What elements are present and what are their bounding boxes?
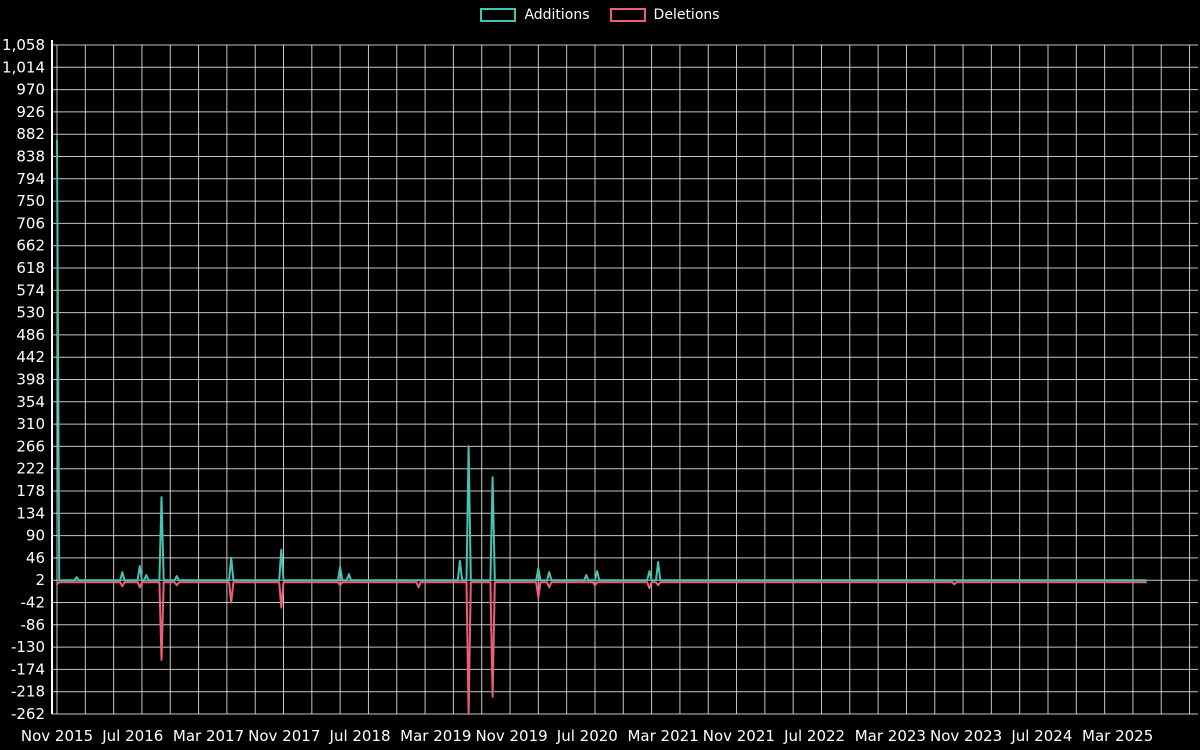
x-tick-label: Nov 2021 [703, 727, 775, 745]
legend-item-deletions[interactable]: Deletions [609, 7, 720, 23]
series-line-additions [56, 139, 1147, 582]
x-tick-label: Jul 2018 [329, 727, 391, 745]
x-tick-label: Nov 2015 [21, 727, 93, 745]
x-tick-label: Mar 2025 [1082, 727, 1153, 745]
y-tick-label: 134 [16, 504, 45, 522]
y-tick-label: 266 [16, 437, 45, 455]
legend-label: Deletions [653, 7, 720, 23]
x-tick-label: Mar 2017 [173, 727, 244, 745]
y-tick-label: 574 [16, 281, 45, 299]
series-line-deletions [56, 581, 1147, 715]
y-tick-label: 662 [16, 237, 45, 255]
legend-label: Additions [524, 7, 590, 23]
gridlines [52, 44, 1198, 715]
x-tick-label: Jul 2020 [556, 727, 618, 745]
y-tick-label: 178 [16, 482, 45, 500]
y-tick-label: -130 [11, 638, 45, 656]
chart-legend: Additions Deletions [0, 7, 1200, 23]
y-tick-label: -262 [11, 705, 45, 723]
y-tick-label: 222 [16, 460, 45, 478]
x-tick-label: Nov 2023 [930, 727, 1002, 745]
y-tick-label: 882 [16, 125, 45, 143]
y-tick-label: 706 [16, 214, 45, 232]
y-tick-label: 1,058 [2, 36, 45, 54]
y-tick-label: -218 [11, 683, 45, 701]
x-tick-label: Nov 2019 [475, 727, 547, 745]
axis-tick-labels: 1,058 1,014 970 926 882 838 794 750 706 662 618 574… [2, 36, 1153, 745]
x-tick-label: Jul 2016 [101, 727, 163, 745]
y-tick-label: 838 [16, 148, 45, 166]
y-tick-label: 750 [16, 192, 45, 210]
y-tick-label: -86 [21, 616, 46, 634]
y-tick-label: 926 [16, 103, 45, 121]
y-tick-label: 46 [26, 549, 45, 567]
legend-swatch-additions [480, 8, 517, 22]
y-tick-label: 90 [26, 527, 45, 545]
y-tick-label: 618 [16, 259, 45, 277]
y-tick-label: -42 [21, 594, 46, 612]
x-tick-label: Mar 2023 [855, 727, 926, 745]
legend-item-additions[interactable]: Additions [480, 7, 590, 23]
y-tick-label: 970 [16, 81, 45, 99]
x-tick-label: Nov 2017 [248, 727, 320, 745]
x-tick-label: Mar 2019 [400, 727, 471, 745]
y-tick-label: -174 [11, 660, 45, 678]
y-tick-label: 2 [35, 571, 45, 589]
series-lines [56, 139, 1147, 715]
x-tick-label: Jul 2024 [1010, 727, 1072, 745]
y-tick-label: 794 [16, 170, 45, 188]
legend-swatch-deletions [609, 8, 646, 22]
y-tick-label: 310 [16, 415, 45, 433]
y-tick-label: 486 [16, 326, 45, 344]
y-tick-label: 398 [16, 371, 45, 389]
y-tick-label: 442 [16, 348, 45, 366]
y-tick-label: 530 [16, 304, 45, 322]
y-tick-label: 1,014 [2, 58, 45, 76]
x-tick-label: Jul 2022 [783, 727, 845, 745]
x-tick-label: Mar 2021 [627, 727, 698, 745]
y-tick-label: 354 [16, 393, 45, 411]
